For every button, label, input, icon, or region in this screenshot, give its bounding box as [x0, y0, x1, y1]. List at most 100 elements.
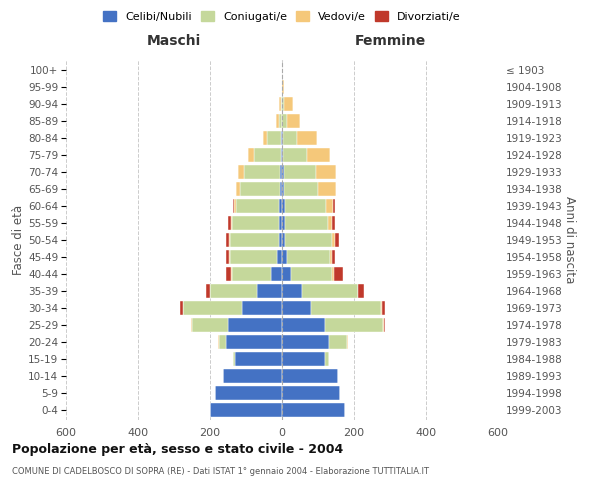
Bar	[381, 300, 382, 315]
Bar	[219, 334, 226, 349]
Bar	[280, 199, 282, 214]
Bar	[257, 284, 282, 298]
Bar	[325, 318, 383, 332]
Bar	[282, 266, 291, 281]
Bar	[232, 216, 279, 230]
Bar	[210, 284, 257, 298]
Bar	[282, 318, 325, 332]
Bar	[210, 402, 282, 417]
Bar	[282, 250, 287, 264]
Bar	[285, 199, 326, 214]
Bar	[332, 250, 335, 264]
Bar	[282, 199, 285, 214]
Bar	[302, 284, 358, 298]
Bar	[191, 318, 192, 332]
Bar	[307, 148, 330, 162]
Bar	[282, 165, 284, 180]
Bar	[325, 352, 329, 366]
Bar	[267, 131, 281, 146]
Bar	[347, 334, 348, 349]
Bar	[284, 182, 319, 196]
Bar	[233, 352, 235, 366]
Bar	[240, 182, 280, 196]
Legend: Celibi/Nubili, Coniugati/e, Vedovi/e, Divorziati/e: Celibi/Nubili, Coniugati/e, Vedovi/e, Di…	[100, 8, 464, 25]
Bar	[282, 300, 311, 315]
Bar	[242, 300, 282, 315]
Text: Femmine: Femmine	[355, 34, 425, 48]
Bar	[282, 368, 338, 383]
Bar	[287, 114, 300, 128]
Bar	[238, 165, 244, 180]
Bar	[284, 165, 316, 180]
Bar	[328, 216, 332, 230]
Bar	[226, 233, 229, 247]
Bar	[229, 233, 230, 247]
Bar	[282, 97, 284, 112]
Bar	[226, 334, 282, 349]
Text: Maschi: Maschi	[147, 34, 201, 48]
Bar	[254, 148, 281, 162]
Bar	[229, 250, 230, 264]
Bar	[283, 131, 297, 146]
Bar	[281, 131, 282, 146]
Y-axis label: Anni di nascita: Anni di nascita	[563, 196, 576, 284]
Bar	[319, 182, 337, 196]
Bar	[282, 352, 325, 366]
Bar	[282, 386, 340, 400]
Bar	[230, 233, 279, 247]
Bar	[334, 199, 335, 214]
Bar	[236, 182, 240, 196]
Bar	[330, 250, 332, 264]
Bar	[282, 80, 284, 94]
Bar	[280, 165, 282, 180]
Bar	[277, 250, 282, 264]
Bar	[183, 300, 242, 315]
Bar	[282, 233, 285, 247]
Bar	[358, 284, 364, 298]
Bar	[279, 216, 282, 230]
Bar	[332, 233, 335, 247]
Bar	[285, 216, 328, 230]
Bar	[282, 182, 284, 196]
Bar	[226, 250, 229, 264]
Bar	[311, 300, 381, 315]
Bar	[281, 97, 282, 112]
Bar	[206, 284, 210, 298]
Bar	[280, 97, 281, 112]
Bar	[223, 368, 282, 383]
Bar	[228, 318, 282, 332]
Bar	[235, 352, 282, 366]
Bar	[282, 284, 302, 298]
Bar	[275, 114, 279, 128]
Bar	[233, 199, 235, 214]
Bar	[279, 114, 282, 128]
Bar	[228, 216, 231, 230]
Bar	[287, 250, 330, 264]
Bar	[218, 334, 219, 349]
Y-axis label: Fasce di età: Fasce di età	[13, 205, 25, 275]
Bar	[236, 199, 280, 214]
Bar	[192, 318, 228, 332]
Bar	[282, 131, 283, 146]
Bar	[230, 250, 277, 264]
Bar	[291, 266, 332, 281]
Bar	[226, 266, 231, 281]
Bar	[334, 266, 343, 281]
Bar	[271, 266, 282, 281]
Bar	[283, 148, 307, 162]
Bar	[332, 216, 335, 230]
Bar	[383, 318, 385, 332]
Bar	[282, 148, 283, 162]
Bar	[180, 300, 183, 315]
Bar	[248, 148, 254, 162]
Bar	[281, 148, 282, 162]
Bar	[279, 233, 282, 247]
Bar	[244, 165, 280, 180]
Bar	[284, 97, 293, 112]
Text: COMUNE DI CADELBOSCO DI SOPRA (RE) - Dati ISTAT 1° gennaio 2004 - Elaborazione T: COMUNE DI CADELBOSCO DI SOPRA (RE) - Dat…	[12, 468, 429, 476]
Bar	[282, 402, 345, 417]
Bar	[329, 334, 347, 349]
Bar	[263, 131, 267, 146]
Bar	[382, 300, 385, 315]
Bar	[335, 233, 338, 247]
